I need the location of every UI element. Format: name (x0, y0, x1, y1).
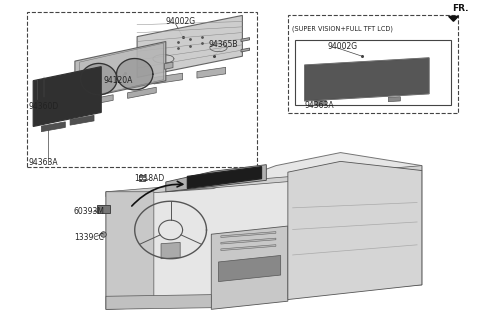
Polygon shape (137, 15, 242, 77)
Text: 1018AD: 1018AD (134, 174, 164, 183)
Polygon shape (75, 42, 166, 100)
Polygon shape (388, 97, 400, 102)
Text: 94363A: 94363A (304, 101, 334, 110)
Bar (295, 40, 451, 105)
Text: 94360D: 94360D (29, 102, 59, 111)
Polygon shape (305, 58, 429, 101)
Polygon shape (106, 295, 211, 309)
Polygon shape (161, 242, 180, 259)
Polygon shape (197, 67, 226, 78)
Polygon shape (154, 73, 182, 84)
Polygon shape (106, 153, 422, 309)
Polygon shape (106, 166, 422, 197)
Polygon shape (166, 165, 266, 192)
Polygon shape (211, 226, 288, 309)
Text: 94002G: 94002G (165, 17, 195, 27)
Polygon shape (41, 122, 65, 132)
Polygon shape (128, 87, 156, 98)
Bar (288, 15, 458, 113)
Text: 94002G: 94002G (328, 42, 358, 51)
Polygon shape (288, 161, 422, 299)
Polygon shape (84, 95, 113, 106)
Polygon shape (221, 232, 276, 237)
Polygon shape (449, 16, 458, 21)
Text: 94365B: 94365B (208, 40, 238, 49)
Polygon shape (81, 63, 117, 95)
Polygon shape (70, 115, 94, 125)
Text: 60393M: 60393M (74, 207, 105, 216)
Polygon shape (221, 245, 276, 251)
Polygon shape (106, 192, 154, 309)
Polygon shape (33, 67, 101, 126)
Text: 94363A: 94363A (29, 158, 59, 167)
Polygon shape (97, 205, 110, 213)
Bar (27, 12, 257, 167)
Polygon shape (218, 256, 281, 281)
Text: FR.: FR. (452, 4, 468, 13)
Polygon shape (221, 238, 276, 244)
Polygon shape (117, 58, 153, 90)
Text: (SUPER VISION+FULL TFT LCD): (SUPER VISION+FULL TFT LCD) (292, 25, 393, 32)
Polygon shape (164, 62, 173, 69)
Text: 1339CC: 1339CC (74, 233, 104, 242)
Polygon shape (241, 38, 250, 42)
Polygon shape (241, 48, 250, 52)
Polygon shape (314, 100, 326, 105)
Polygon shape (187, 167, 262, 189)
Text: 94120A: 94120A (103, 76, 132, 85)
